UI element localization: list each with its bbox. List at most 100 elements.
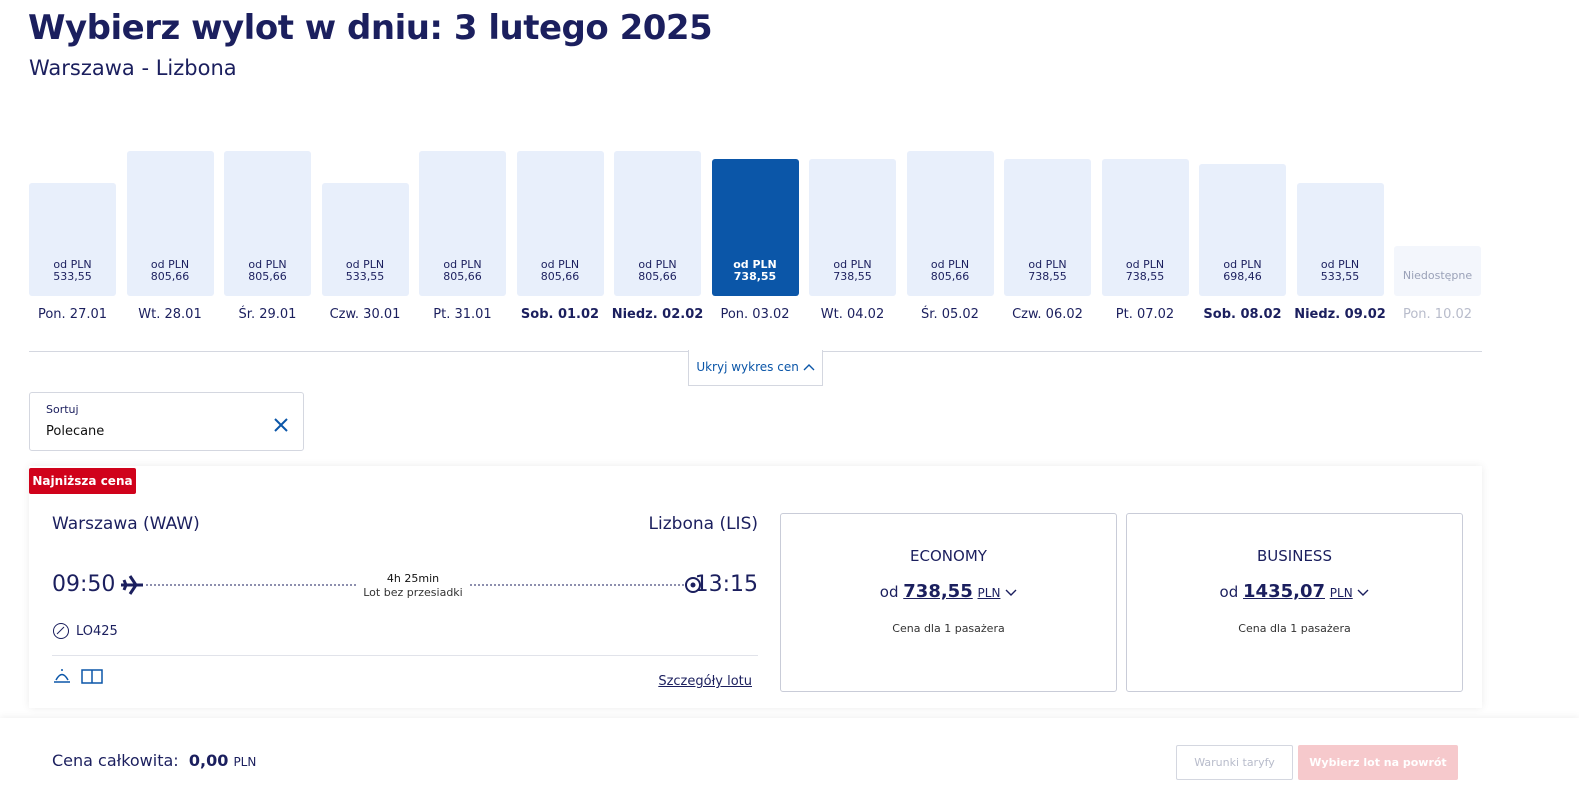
- price-prefix: od PLN: [1125, 257, 1165, 271]
- separator: [52, 655, 758, 656]
- departure-time: 09:50: [52, 572, 116, 597]
- unavailable: Niedostępne: [1402, 269, 1473, 282]
- footer-total: Cena całkowita: 0,00 PLN: [52, 751, 256, 770]
- details-link[interactable]: Szczegóły lotu: [658, 674, 752, 689]
- price: 1435,07: [1243, 581, 1325, 602]
- fare-note: Cena dla 1 pasażera: [892, 622, 1005, 635]
- price-prefix: od PLN: [638, 258, 677, 271]
- price-prefix: od PLN: [733, 257, 777, 271]
- price-bar[interactable]: od PLN 805,66: [224, 151, 311, 296]
- price-bar[interactable]: od PLN 533,55: [321, 183, 409, 296]
- day-label: Śr. 29.01: [238, 307, 297, 322]
- price-prefix: od: [879, 583, 899, 601]
- destination: Lizbona (LIS): [648, 514, 758, 534]
- day-label: Niedz. 02.02: [611, 307, 704, 322]
- day-label: Sob. 01.02: [520, 307, 600, 322]
- price: 738,55: [1028, 269, 1067, 283]
- cabin: BUSINESS: [1257, 547, 1332, 565]
- price-prefix: od PLN: [345, 258, 385, 271]
- price-bar[interactable]: od PLN 805,66: [614, 151, 701, 296]
- price-prefix: od PLN: [930, 258, 970, 271]
- price-bar[interactable]: od PLN 533,55: [29, 183, 116, 296]
- chevron-down: [1357, 589, 1369, 596]
- currency: PLN: [977, 586, 1001, 600]
- day-label: Czw. 06.02: [1012, 307, 1083, 322]
- day-label: Niedz. 09.02: [1294, 307, 1386, 322]
- price-bar[interactable]: od PLN 738,55: [1004, 158, 1091, 296]
- day-label: Czw. 30.01: [329, 307, 401, 322]
- sort-select[interactable]: Sortuj Polecane: [29, 392, 304, 451]
- price-prefix: od PLN: [833, 257, 872, 271]
- day-label: Pt. 31.01: [433, 307, 492, 322]
- sort-value: Polecane: [46, 424, 105, 439]
- price-bar[interactable]: od PLN 738,55: [711, 158, 799, 296]
- toggle-label: Ukryj wykres cen: [696, 360, 799, 374]
- price: 533,55: [53, 270, 92, 283]
- price-prefix: od PLN: [443, 258, 482, 271]
- price-prefix: od PLN: [248, 258, 287, 271]
- price-bar: Niedostępne: [1394, 246, 1481, 296]
- price-bar[interactable]: od PLN 805,66: [906, 151, 994, 296]
- price-bar[interactable]: od PLN 805,66: [419, 151, 506, 296]
- arrival-time: 13:15: [694, 572, 758, 597]
- toggle-chart[interactable]: Ukryj wykres cen: [688, 350, 823, 386]
- price: 805,66: [248, 270, 287, 283]
- price-prefix: od: [1219, 583, 1239, 601]
- price-bar[interactable]: od PLN 805,66: [126, 151, 214, 296]
- price-bar[interactable]: od PLN 738,55: [809, 158, 896, 296]
- amenity-icons: [54, 669, 103, 684]
- price: 805,66: [638, 270, 677, 283]
- price: 805,66: [443, 270, 482, 283]
- price-prefix: od PLN: [1223, 257, 1262, 271]
- price: 738,55: [903, 581, 973, 602]
- day-label: Pon. 10.02: [1402, 307, 1473, 322]
- day-label: Wt. 04.02: [820, 307, 885, 322]
- day-label: Wt. 28.01: [138, 307, 202, 322]
- price-bar[interactable]: od PLN 805,66: [516, 151, 604, 296]
- price: 738,55: [833, 269, 872, 283]
- day-label: Pt. 07.02: [1115, 307, 1175, 322]
- fare-option[interactable]: ECONOMY od 738,55 PLN Cena dla 1 pasażera: [780, 513, 1117, 692]
- chevron-down: [1005, 589, 1017, 596]
- return-button[interactable]: Wybierz lot na powrót: [1298, 745, 1458, 780]
- sort-label: Sortuj: [46, 403, 79, 416]
- price: 533,55: [1320, 270, 1360, 283]
- day-label: Śr. 05.02: [921, 307, 979, 322]
- price-bar[interactable]: od PLN 698,46: [1199, 163, 1286, 296]
- flight-card: [29, 466, 1482, 708]
- duration: 4h 25min: [386, 572, 440, 585]
- cabin: ECONOMY: [910, 547, 987, 565]
- airline-logo: [53, 623, 69, 639]
- price-bar[interactable]: od PLN 738,55: [1101, 158, 1189, 296]
- chevron-up: [803, 364, 815, 371]
- price-prefix: od PLN: [540, 258, 580, 271]
- price: 533,55: [345, 270, 385, 283]
- day-label: Pon. 03.02: [720, 307, 790, 322]
- total-value: 0,00: [188, 751, 229, 770]
- price: 738,55: [733, 269, 777, 283]
- price-prefix: od PLN: [1320, 258, 1360, 271]
- price: 805,66: [150, 270, 190, 283]
- total-label: Cena całkowita:: [52, 751, 179, 770]
- price-prefix: od PLN: [53, 258, 92, 271]
- price: 698,46: [1223, 269, 1262, 283]
- origin: Warszawa (WAW): [52, 514, 200, 534]
- fare-note: Cena dla 1 pasażera: [1238, 622, 1351, 635]
- fare-price: od 1435,07 PLN: [1127, 581, 1462, 602]
- route: Warszawa - Lizbona: [29, 56, 237, 80]
- price: 805,66: [930, 270, 970, 283]
- stops: Lot bez przesiadki: [363, 586, 463, 599]
- price: 805,66: [540, 270, 580, 283]
- clear-sort[interactable]: [273, 417, 289, 433]
- fare-rules-button[interactable]: Warunki taryfy: [1176, 745, 1293, 780]
- price-bar[interactable]: od PLN 533,55: [1296, 183, 1384, 296]
- fare-price: od 738,55 PLN: [781, 581, 1116, 602]
- price-prefix: od PLN: [150, 258, 190, 271]
- fare-option[interactable]: BUSINESS od 1435,07 PLN Cena dla 1 pasaże…: [1126, 513, 1463, 692]
- day-label: Pon. 27.01: [37, 307, 108, 322]
- day-label: Sob. 08.02: [1203, 307, 1282, 322]
- page-title: Wybierz wylot w dniu: 3 lutego 2025: [28, 8, 713, 48]
- currency: PLN: [1329, 586, 1353, 600]
- total-currency: PLN: [233, 755, 257, 769]
